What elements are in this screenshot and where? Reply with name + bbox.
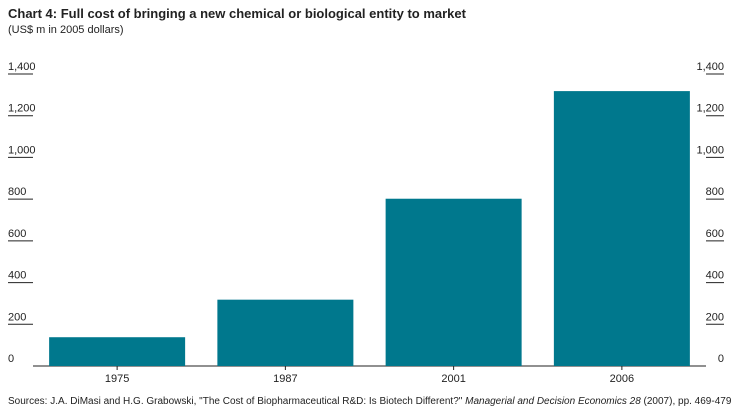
source-journal: Managerial and Decision Economics 28 <box>465 396 641 407</box>
x-tick-label: 2006 <box>610 373 634 385</box>
y-tick-label-left: 0 <box>8 353 14 365</box>
y-tick-label-right: 600 <box>706 228 724 240</box>
source-prefix: Sources: J.A. DiMasi and H.G. Grabowski,… <box>8 396 466 407</box>
right-axis: 0 200 400 600 800 1,000 1,200 1,400 <box>696 61 724 365</box>
source-note: Sources: J.A. DiMasi and H.G. Grabowski,… <box>8 396 731 407</box>
y-tick-label-right: 200 <box>706 311 724 323</box>
left-axis: 0 200 400 600 800 1,000 1,200 1,400 <box>8 61 36 365</box>
chart-title: Chart 4: Full cost of bringing a new che… <box>8 6 466 21</box>
chart-subtitle: (US$ m in 2005 dollars) <box>8 24 124 36</box>
bar-chart: 0 200 400 600 800 1,000 1,200 1,400 0 200 400 600 8… <box>8 61 724 385</box>
x-tick-label: 1987 <box>273 373 297 385</box>
y-tick-label-left: 200 <box>8 311 26 323</box>
x-tick-label: 2001 <box>441 373 465 385</box>
y-tick-label-left: 1,000 <box>8 144 36 156</box>
x-tick-label: 1975 <box>105 373 129 385</box>
y-tick-label-right: 1,000 <box>696 144 724 156</box>
y-tick-label-left: 600 <box>8 228 26 240</box>
bars <box>49 91 690 367</box>
y-tick-label-left: 400 <box>8 270 26 282</box>
bar-2001 <box>385 198 522 366</box>
bar-1975 <box>49 337 186 366</box>
y-tick-label-right: 1,400 <box>696 61 724 73</box>
y-tick-label-left: 1,200 <box>8 103 36 115</box>
y-tick-label-right: 400 <box>706 270 724 282</box>
y-tick-label-left: 1,400 <box>8 61 36 73</box>
source-suffix: (2007), pp. 469-479 <box>640 396 732 407</box>
y-tick-label-right: 800 <box>706 186 724 198</box>
bar-1987 <box>217 299 354 366</box>
x-axis-labels: 1975 1987 2001 2006 <box>105 366 634 385</box>
y-tick-label-right: 0 <box>718 353 724 365</box>
y-tick-label-left: 800 <box>8 186 26 198</box>
y-tick-label-right: 1,200 <box>696 103 724 115</box>
bar-2006 <box>553 91 690 367</box>
